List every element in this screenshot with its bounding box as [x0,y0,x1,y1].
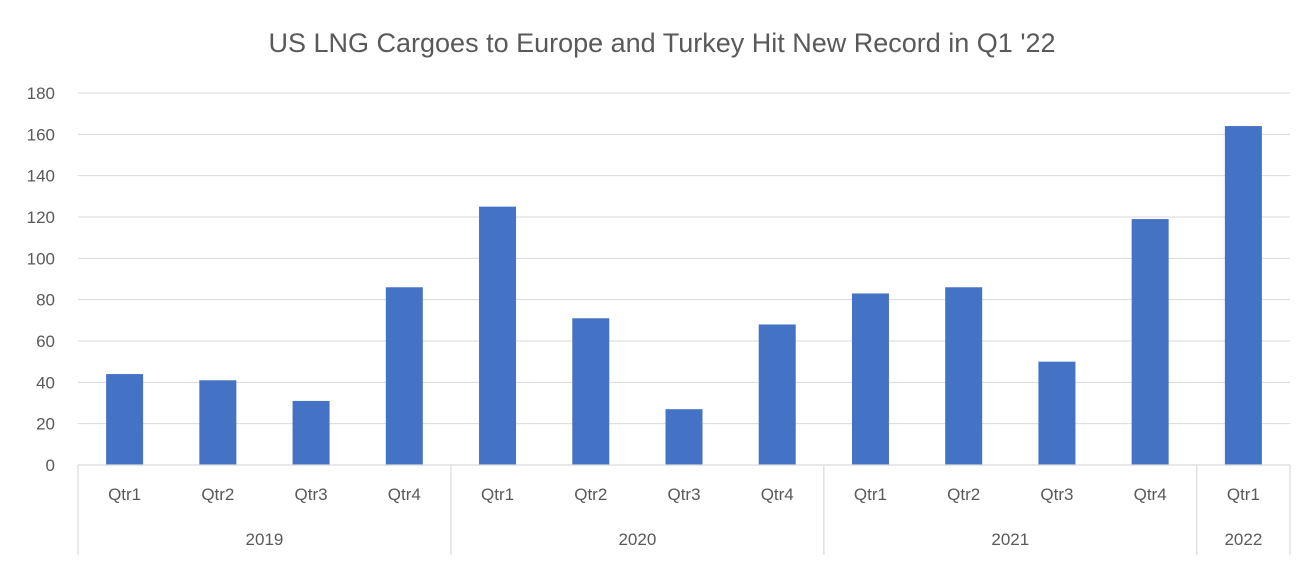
y-tick-label: 120 [27,208,55,227]
x-tick-label: Qtr2 [947,485,980,504]
bar [572,318,610,465]
bar [292,400,330,465]
y-tick-label: 80 [36,291,55,310]
x-tick-label: Qtr4 [388,485,421,504]
x-group-label: 2021 [991,530,1029,549]
y-tick-label: 60 [36,332,55,351]
x-tick-label: Qtr4 [761,485,794,504]
y-tick-label: 0 [46,456,55,475]
bar [199,380,237,465]
x-tick-label: Qtr2 [201,485,234,504]
x-tick-label: Qtr1 [854,485,887,504]
x-tick-label: Qtr3 [295,485,328,504]
y-tick-label: 100 [27,249,55,268]
bars [106,126,1262,466]
x-tick-label: Qtr2 [574,485,607,504]
bar [479,206,517,465]
x-group-label: 2019 [246,530,284,549]
y-tick-label: 20 [36,415,55,434]
y-tick-label: 160 [27,125,55,144]
bar [665,409,703,465]
x-tick-label: Qtr1 [481,485,514,504]
bar [758,324,796,465]
x-tick-label: Qtr4 [1134,485,1167,504]
bar [1038,361,1076,465]
bar [851,293,889,465]
x-tick-label: Qtr3 [1040,485,1073,504]
bar [1131,219,1169,465]
x-tick-label: Qtr1 [1227,485,1260,504]
y-tick-label: 180 [27,84,55,103]
y-axis-ticks: 0 20 40 60 80 100 120 140 160 180 [27,84,55,475]
y-tick-label: 40 [36,373,55,392]
x-axis: Qtr1 Qtr2 Qtr3 Qtr4 Qtr1 Qtr2 Qtr3 Qtr4 Qtr1 Qtr2… [77,464,1291,555]
gridlines [78,92,1290,425]
x-group-label: 2022 [1224,530,1262,549]
y-tick-label: 140 [27,167,55,186]
bar [1224,126,1262,466]
x-group-label: 2020 [618,530,656,549]
x-tick-label: Qtr3 [667,485,700,504]
bar [106,374,144,465]
bar [385,287,423,465]
bar [945,287,983,465]
x-tick-label: Qtr1 [108,485,141,504]
chart-title: US LNG Cargoes to Europe and Turkey Hit … [268,28,1055,58]
